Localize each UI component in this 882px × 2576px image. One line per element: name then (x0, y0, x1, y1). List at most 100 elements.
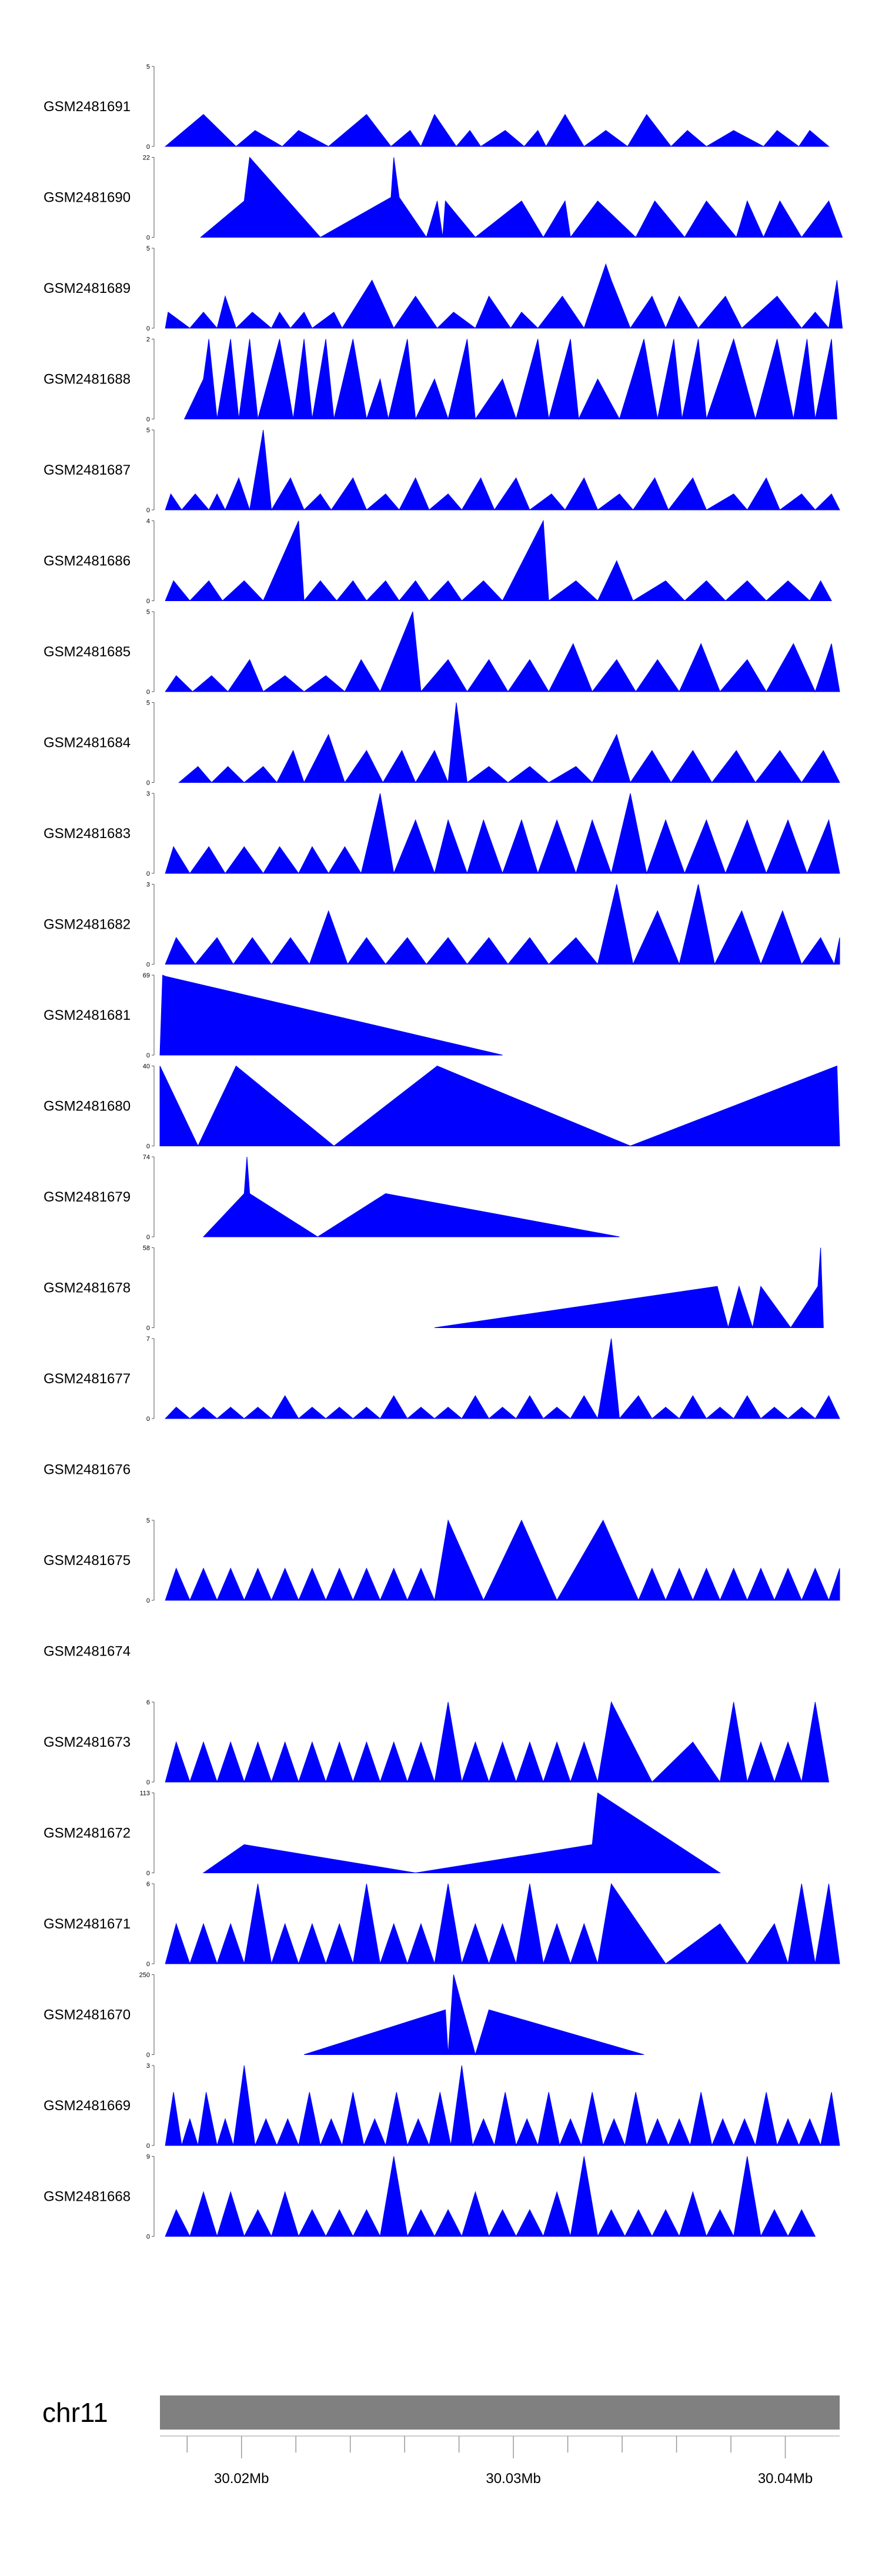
y-max-label: 2 (146, 336, 150, 343)
track-GSM2481687: GSM2481687 5 0 (44, 427, 840, 514)
track-GSM2481668: GSM2481668 9 0 (44, 2154, 816, 2241)
coverage-area (434, 1247, 824, 1329)
y-max-label: 40 (143, 1063, 150, 1070)
y-max-label: 9 (146, 2154, 150, 2161)
coverage-area (200, 156, 843, 238)
y-max-label: 250 (139, 1972, 150, 1979)
track-GSM2481689: GSM2481689 5 0 (44, 245, 843, 332)
track-label: GSM2481681 (44, 1007, 131, 1023)
coverage-area (165, 263, 843, 329)
y-max-label: 69 (143, 972, 150, 979)
track-label: GSM2481671 (44, 1916, 131, 1932)
y-min-label: 0 (146, 2234, 150, 2241)
y-min-label: 0 (146, 780, 150, 787)
track-GSM2481673: GSM2481673 6 0 (44, 1699, 830, 1786)
y-min-label: 0 (146, 416, 150, 423)
track-label: GSM2481674 (44, 1644, 131, 1660)
y-min-label: 0 (146, 1416, 150, 1423)
y-max-label: 5 (146, 1517, 150, 1524)
track-label: GSM2481672 (44, 1826, 131, 1841)
y-max-label: 5 (146, 64, 150, 71)
track-label: GSM2481673 (44, 1734, 131, 1750)
track-label: GSM2481678 (44, 1280, 131, 1296)
y-min-label: 0 (146, 2143, 150, 2150)
track-GSM2481672: GSM2481672 113 0 (44, 1790, 721, 1877)
coverage-area (165, 429, 840, 511)
track-GSM2481686: GSM2481686 4 0 (44, 518, 832, 605)
y-min-label: 0 (146, 507, 150, 514)
y-min-label: 0 (146, 1597, 150, 1604)
y-min-label: 0 (146, 689, 150, 696)
track-GSM2481670: GSM2481670 250 0 (44, 1972, 644, 2059)
coverage-area (165, 1883, 840, 1965)
track-label: GSM2481691 (44, 99, 131, 115)
y-max-label: 58 (143, 1245, 150, 1252)
y-max-label: 22 (143, 155, 150, 162)
track-GSM2481677: GSM2481677 7 0 (44, 1336, 840, 1423)
track-label: GSM2481682 (44, 917, 131, 933)
chromosome-bar (160, 2395, 840, 2430)
y-max-label: 6 (146, 1881, 150, 1888)
track-label: GSM2481683 (44, 826, 131, 842)
y-min-label: 0 (146, 870, 150, 877)
y-min-label: 0 (146, 1961, 150, 1968)
track-GSM2481681: GSM2481681 69 0 (44, 972, 503, 1059)
coverage-area (165, 884, 840, 966)
coverage-area (159, 1065, 840, 1147)
track-GSM2481676: GSM2481676 (44, 1462, 131, 1478)
coverage-area (165, 519, 832, 602)
coverage-area (165, 2065, 840, 2147)
track-GSM2481675: GSM2481675 5 0 (44, 1517, 840, 1604)
track-label: GSM2481675 (44, 1553, 131, 1569)
track-GSM2481688: GSM2481688 2 0 (44, 336, 837, 423)
chromosome-label: chr11 (42, 2397, 108, 2428)
y-max-label: 3 (146, 2063, 150, 2070)
y-min-label: 0 (146, 144, 150, 151)
track-label: GSM2481690 (44, 190, 131, 206)
coverage-area (165, 793, 840, 875)
y-min-label: 0 (146, 962, 150, 969)
y-min-label: 0 (146, 1325, 150, 1332)
y-max-label: 5 (146, 245, 150, 252)
track-GSM2481679: GSM2481679 74 0 (44, 1154, 620, 1241)
track-label: GSM2481670 (44, 2007, 131, 2023)
coverage-area (303, 1974, 644, 2056)
coverage-area (165, 1701, 830, 1783)
track-label: GSM2481684 (44, 735, 131, 751)
track-GSM2481682: GSM2481682 3 0 (44, 882, 840, 969)
y-max-label: 5 (146, 700, 150, 707)
track-GSM2481683: GSM2481683 3 0 (44, 790, 840, 877)
y-min-label: 0 (146, 1779, 150, 1786)
y-max-label: 5 (146, 609, 150, 616)
track-label: GSM2481676 (44, 1462, 131, 1478)
y-max-label: 6 (146, 1699, 150, 1706)
coverage-area (202, 1792, 721, 1874)
track-label: GSM2481679 (44, 1189, 131, 1205)
track-label: GSM2481677 (44, 1371, 131, 1387)
track-label: GSM2481688 (44, 372, 131, 388)
y-min-label: 0 (146, 1870, 150, 1877)
coverage-area (165, 1338, 840, 1420)
y-min-label: 0 (146, 2052, 150, 2059)
coverage-area (178, 702, 840, 783)
y-min-label: 0 (146, 235, 150, 242)
track-label: GSM2481689 (44, 281, 131, 296)
track-label: GSM2481680 (44, 1099, 131, 1115)
coverage-area (165, 611, 840, 693)
coverage-area (165, 2156, 816, 2238)
y-max-label: 4 (146, 518, 150, 525)
track-GSM2481684: GSM2481684 5 0 (44, 700, 840, 787)
track-GSM2481685: GSM2481685 5 0 (44, 609, 840, 696)
track-GSM2481691: GSM2481691 5 0 (44, 64, 830, 151)
y-min-label: 0 (146, 1234, 150, 1241)
y-min-label: 0 (146, 598, 150, 605)
tick-label: 30.03Mb (486, 2471, 540, 2487)
coverage-area (159, 975, 503, 1056)
coverage-area (202, 1156, 620, 1237)
track-label: GSM2481686 (44, 553, 131, 569)
y-max-label: 3 (146, 882, 150, 889)
track-label: GSM2481687 (44, 462, 131, 478)
track-GSM2481674: GSM2481674 (44, 1644, 131, 1660)
coverage-area (183, 338, 837, 421)
